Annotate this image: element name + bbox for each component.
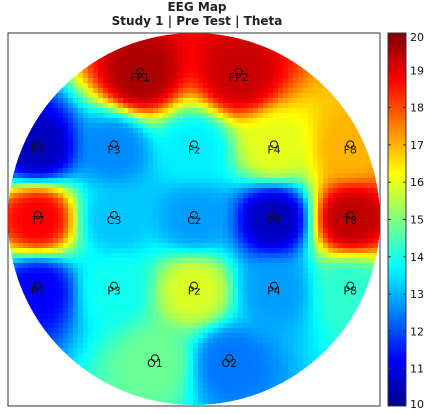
electrode-label: F7 — [31, 143, 44, 156]
electrode-marker — [225, 354, 234, 363]
electrode-label: P7 — [31, 285, 45, 298]
title-block: EEG Map Study 1 | Pre Test | Theta — [0, 0, 394, 28]
electrode-fz: Fz — [188, 140, 200, 156]
electrode-p3: P3 — [107, 281, 121, 298]
electrode-p4: P4 — [267, 281, 281, 298]
electrode-marker — [33, 211, 42, 219]
electrode-label: FP1 — [130, 71, 150, 84]
electrode-cz: Cz — [187, 211, 201, 227]
electrode-label: Fz — [188, 143, 200, 156]
electrode-layer: FP1 FP2 F7 F3 Fz F4 F8 T7 C3 Cz C4 T8 P7 P3 Pz P4 P8 O1 O2 — [30, 67, 357, 370]
electrode-marker — [269, 211, 278, 219]
colorbar-ticks: 10 11 12 13 14 15 16 17 18 19 20 — [388, 31, 424, 411]
electrode-marker — [33, 281, 42, 290]
colorbar-tick-label: 17 — [410, 139, 424, 152]
electrode-marker — [110, 140, 119, 149]
electrode-p8: P8 — [343, 281, 357, 298]
electrode-marker — [110, 281, 119, 290]
electrode-marker — [136, 67, 145, 76]
electrode-marker — [346, 211, 355, 219]
heatmap-surface — [8, 33, 380, 405]
electrode-f8: F8 — [344, 140, 357, 156]
colorbar-tick-label: 13 — [410, 288, 424, 301]
electrode-label: Pz — [188, 285, 201, 298]
electrode-t7: T7 — [30, 211, 45, 227]
electrode-o2: O2 — [222, 354, 238, 370]
electrode-marker — [234, 67, 243, 76]
colorbar-tick-label: 18 — [410, 102, 424, 115]
electrode-f7: F7 — [31, 140, 44, 156]
electrode-label: FP2 — [229, 71, 249, 84]
colorbar-tick-label: 12 — [410, 325, 424, 338]
electrode-label: P3 — [107, 285, 121, 298]
electrode-label: P8 — [343, 285, 357, 298]
electrode-marker — [150, 354, 159, 363]
electrode-marker — [190, 211, 198, 219]
electrode-label: Cz — [187, 214, 201, 227]
electrode-marker — [346, 281, 355, 290]
electrode-marker — [346, 140, 355, 149]
chart-subtitle: Study 1 | Pre Test | Theta — [111, 14, 283, 28]
electrode-f4: F4 — [267, 140, 281, 156]
colorbar-tick-label: 11 — [410, 363, 424, 376]
electrode-label: O2 — [222, 357, 238, 370]
electrode-marker — [190, 140, 198, 149]
electrode-fp1: FP1 — [130, 67, 150, 84]
electrode-fp2: FP2 — [229, 67, 249, 84]
colorbar-tick-label: 19 — [410, 64, 424, 77]
electrode-o1: O1 — [147, 354, 163, 370]
colorbar-tick-label: 14 — [410, 251, 424, 264]
electrode-p7: P7 — [31, 281, 45, 298]
electrode-marker — [110, 211, 119, 219]
colorbar-tick-label: 20 — [410, 31, 424, 44]
chart-title: EEG Map — [167, 0, 227, 14]
electrode-label: C3 — [107, 214, 122, 227]
colorbar-tick-label: 10 — [410, 398, 424, 411]
electrode-c3: C3 — [107, 211, 122, 227]
electrode-label: T8 — [342, 214, 357, 227]
electrode-label: F8 — [344, 143, 357, 156]
electrode-label: T7 — [30, 214, 45, 227]
electrode-f3: F3 — [107, 140, 121, 156]
electrode-label: C4 — [267, 214, 282, 227]
electrode-label: P4 — [267, 285, 281, 298]
electrode-marker — [33, 140, 42, 149]
electrode-marker — [269, 140, 278, 149]
electrode-label: F3 — [107, 143, 120, 156]
colorbar-tick-label: 16 — [410, 176, 424, 189]
electrode-t8: T8 — [342, 211, 357, 227]
electrode-pz: Pz — [188, 281, 201, 298]
electrode-marker — [190, 281, 198, 290]
electrode-label: O1 — [147, 357, 163, 370]
electrode-c4: C4 — [267, 211, 282, 227]
electrode-marker — [269, 281, 278, 290]
colorbar-tick-label: 15 — [410, 214, 424, 227]
electrode-label: F4 — [267, 143, 280, 156]
